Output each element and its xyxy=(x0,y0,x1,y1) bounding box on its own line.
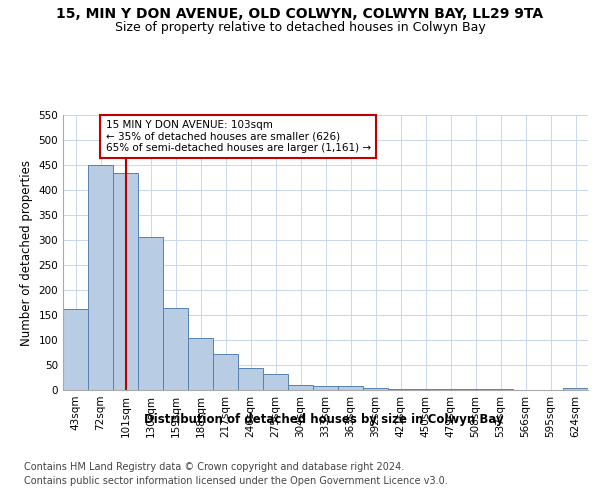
Bar xyxy=(413,388,438,390)
Bar xyxy=(463,388,488,390)
Bar xyxy=(363,388,388,390)
Y-axis label: Number of detached properties: Number of detached properties xyxy=(20,160,33,346)
Bar xyxy=(488,388,513,390)
Bar xyxy=(88,165,113,390)
Bar xyxy=(163,308,188,390)
Bar xyxy=(188,338,213,390)
Bar xyxy=(238,368,263,390)
Text: Size of property relative to detached houses in Colwyn Bay: Size of property relative to detached ho… xyxy=(115,21,485,34)
Bar xyxy=(438,388,463,390)
Bar xyxy=(138,236,163,390)
Bar xyxy=(563,388,588,390)
Bar xyxy=(213,354,238,390)
Bar xyxy=(288,384,313,390)
Bar xyxy=(63,308,88,390)
Text: Distribution of detached houses by size in Colwyn Bay: Distribution of detached houses by size … xyxy=(144,412,504,426)
Text: Contains HM Land Registry data © Crown copyright and database right 2024.: Contains HM Land Registry data © Crown c… xyxy=(24,462,404,472)
Bar xyxy=(263,374,288,390)
Bar xyxy=(338,386,363,390)
Text: 15, MIN Y DON AVENUE, OLD COLWYN, COLWYN BAY, LL29 9TA: 15, MIN Y DON AVENUE, OLD COLWYN, COLWYN… xyxy=(56,8,544,22)
Bar xyxy=(388,388,413,390)
Bar xyxy=(313,386,338,390)
Text: Contains public sector information licensed under the Open Government Licence v3: Contains public sector information licen… xyxy=(24,476,448,486)
Text: 15 MIN Y DON AVENUE: 103sqm
← 35% of detached houses are smaller (626)
65% of se: 15 MIN Y DON AVENUE: 103sqm ← 35% of det… xyxy=(106,120,371,153)
Bar xyxy=(113,172,138,390)
